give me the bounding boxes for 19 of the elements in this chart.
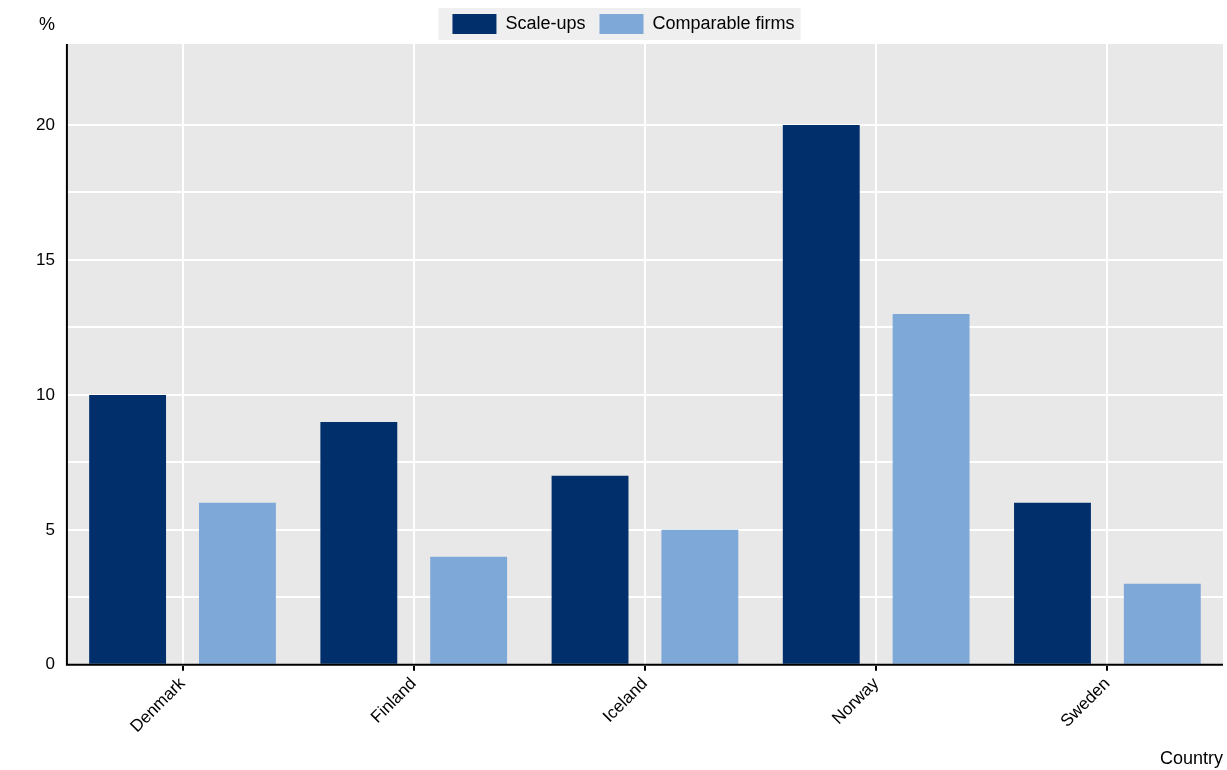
bar [661, 529, 739, 664]
y-axis-title: % [38, 13, 55, 34]
bar [198, 502, 276, 664]
bar [320, 421, 398, 664]
bar [551, 475, 629, 664]
y-tick-label: 5 [45, 519, 55, 539]
bar [1014, 502, 1091, 664]
y-tick-label: 0 [45, 654, 55, 674]
bar [430, 556, 508, 664]
bar [892, 313, 970, 664]
bar [1123, 583, 1201, 664]
y-tick-label: 20 [35, 114, 55, 134]
y-tick-label: 10 [35, 384, 55, 404]
legend-label: Comparable firms [652, 12, 795, 33]
x-axis-title: Country [1159, 747, 1223, 768]
bar [89, 394, 167, 664]
y-tick-label: 15 [35, 249, 55, 269]
legend-label: Scale-ups [505, 12, 586, 33]
bar [782, 124, 860, 664]
